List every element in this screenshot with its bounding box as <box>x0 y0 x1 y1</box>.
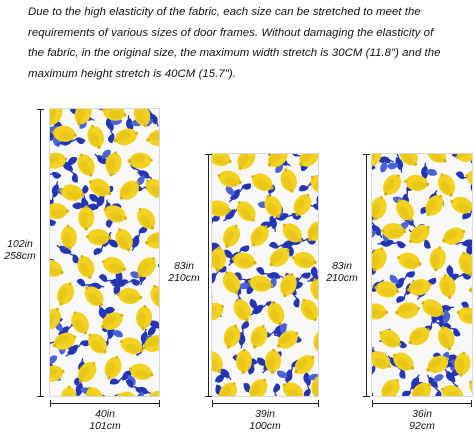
width-dimension-line <box>372 403 472 404</box>
width-dimension-line <box>50 403 160 404</box>
width-dimension-tick <box>471 400 472 407</box>
width-label: 39in 100cm <box>240 408 290 432</box>
width-inches: 36in <box>412 408 432 420</box>
curtain-panel-large <box>50 109 159 396</box>
lemon-pattern <box>372 154 472 396</box>
width-dimension-tick <box>212 400 213 407</box>
height-label: 83in 210cm <box>322 260 362 284</box>
description-line: Due to the high elasticity of the fabric… <box>28 6 421 18</box>
height-dimension-tick <box>37 396 44 397</box>
width-label: 40in 101cm <box>80 408 130 432</box>
width-inches: 39in <box>255 408 275 420</box>
height-centimeters: 258cm <box>4 250 36 262</box>
height-dimension-line <box>366 154 367 397</box>
height-inches: 102in <box>7 238 33 250</box>
height-dimension-tick <box>363 154 370 155</box>
height-dimension-tick <box>363 396 370 397</box>
width-dimension-tick <box>318 400 319 407</box>
curtain-panel-medium <box>212 154 318 396</box>
description-line: the fabric, in the original size, the ma… <box>28 47 441 59</box>
height-label: 102in 258cm <box>1 238 39 262</box>
description-text: Due to the high elasticity of the fabric… <box>28 2 468 84</box>
height-dimension-line <box>208 154 209 397</box>
height-dimension-tick <box>205 396 212 397</box>
lemon-pattern <box>212 154 318 396</box>
width-centimeters: 101cm <box>89 420 121 432</box>
height-dimension-tick <box>37 109 44 110</box>
lemon-pattern <box>50 109 159 396</box>
width-centimeters: 100cm <box>249 420 281 432</box>
width-dimension-tick <box>50 400 51 407</box>
height-dimension-tick <box>205 154 212 155</box>
description-line: requirements of various sizes of door fr… <box>28 26 434 39</box>
width-inches: 40in <box>95 408 115 420</box>
height-inches: 83in <box>332 260 352 272</box>
width-dimension-tick <box>159 400 160 407</box>
height-centimeters: 210cm <box>168 272 200 284</box>
width-dimension-tick <box>372 400 373 407</box>
height-label: 83in 210cm <box>164 260 204 284</box>
description-line: maximum height stretch is 40CM (15.7"). <box>28 67 236 80</box>
curtain-panel-narrow <box>372 154 472 396</box>
height-centimeters: 210cm <box>326 272 358 284</box>
width-label: 36in 92cm <box>397 408 447 432</box>
width-centimeters: 92cm <box>409 420 435 432</box>
height-inches: 83in <box>174 260 194 272</box>
width-dimension-line <box>212 403 319 404</box>
height-dimension-line <box>40 109 41 397</box>
